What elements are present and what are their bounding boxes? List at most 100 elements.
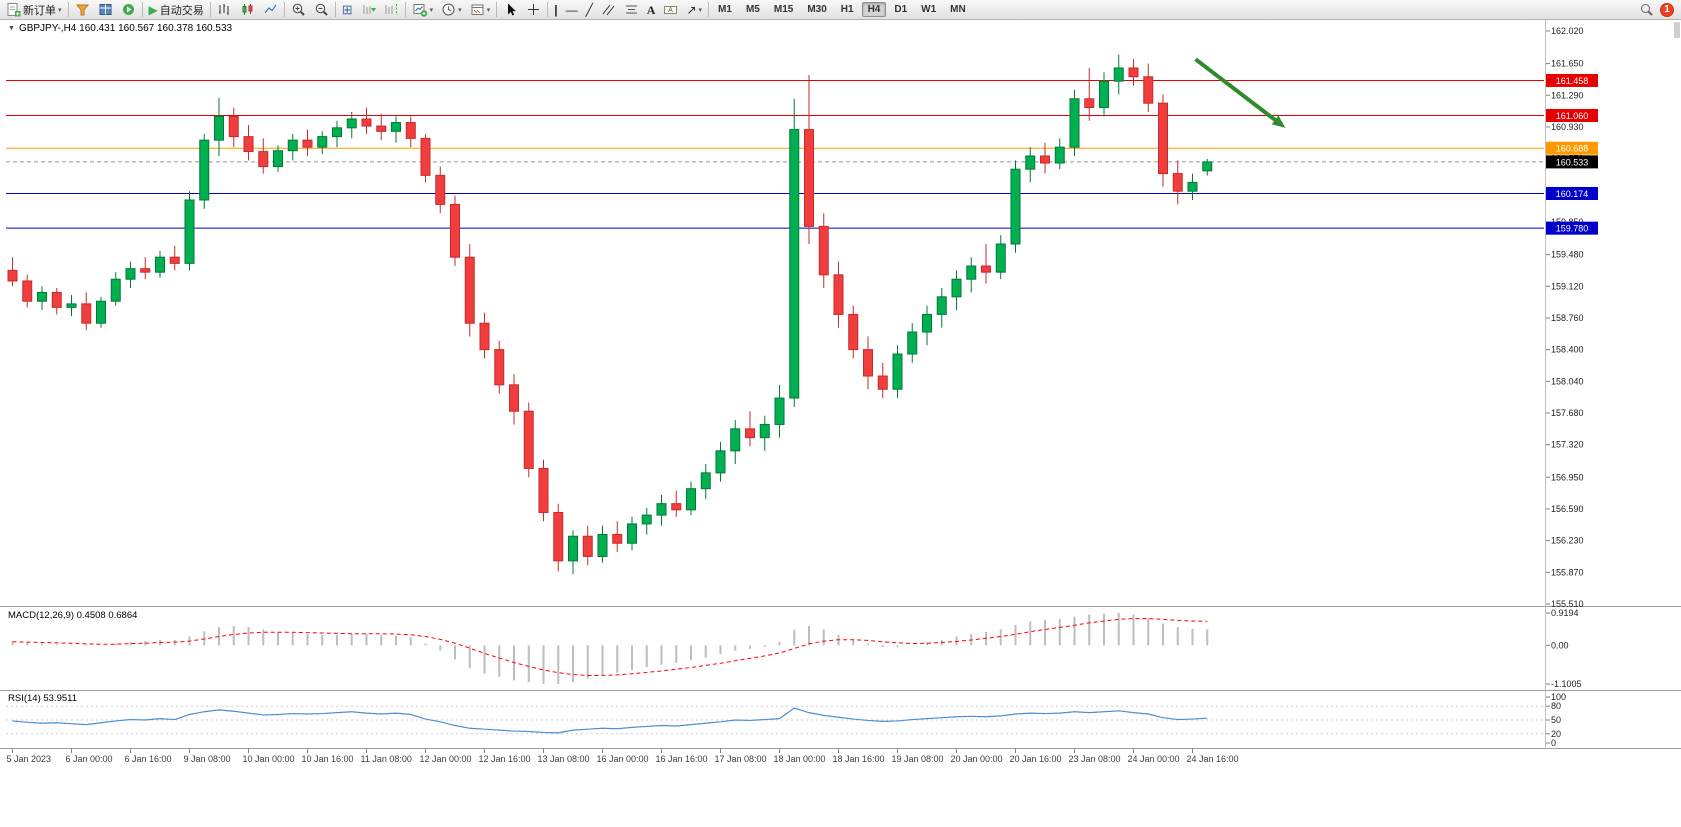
toolbar: 新订单 ▾ ▶ 自动交易 bbox=[0, 0, 1681, 20]
svg-text:17 Jan 08:00: 17 Jan 08:00 bbox=[715, 754, 767, 764]
toolbar-right-group: 1 bbox=[1639, 2, 1679, 17]
svg-text:-1.1005: -1.1005 bbox=[1551, 679, 1582, 689]
svg-text:157.320: 157.320 bbox=[1551, 440, 1584, 450]
chevron-down-icon: ▾ bbox=[458, 6, 462, 14]
horizontal-line-icon: — bbox=[565, 2, 578, 17]
svg-text:6 Jan 16:00: 6 Jan 16:00 bbox=[125, 754, 172, 764]
cursor-button[interactable] bbox=[499, 1, 522, 19]
timeframe-m15-button[interactable]: M15 bbox=[773, 4, 794, 15]
svg-text:155.510: 155.510 bbox=[1551, 599, 1584, 609]
label-icon: A bbox=[664, 6, 678, 14]
fibonacci-button[interactable] bbox=[620, 1, 643, 19]
line-chart-button[interactable] bbox=[259, 1, 282, 19]
timeframe-w1-button[interactable]: W1 bbox=[921, 4, 937, 15]
svg-text:23 Jan 08:00: 23 Jan 08:00 bbox=[1069, 754, 1121, 764]
candlestick-chart-icon bbox=[242, 4, 253, 15]
svg-text:A: A bbox=[669, 7, 674, 14]
channel-button[interactable] bbox=[597, 1, 620, 19]
vertical-line-button[interactable]: | bbox=[550, 1, 561, 19]
svg-text:50: 50 bbox=[1551, 715, 1561, 725]
auto-scroll-button[interactable] bbox=[357, 1, 380, 19]
new-order-button[interactable]: 新订单 ▾ bbox=[2, 1, 66, 19]
svg-text:20 Jan 16:00: 20 Jan 16:00 bbox=[1010, 754, 1062, 764]
zoom-in-button[interactable] bbox=[287, 1, 310, 19]
notification-badge[interactable]: 1 bbox=[1660, 2, 1674, 17]
svg-text:160.930: 160.930 bbox=[1551, 122, 1584, 132]
new-chart-button[interactable]: ▾ bbox=[408, 1, 438, 19]
svg-text:20: 20 bbox=[1551, 729, 1561, 739]
text-icon: A bbox=[646, 2, 656, 17]
toolbar-separator bbox=[209, 2, 211, 17]
svg-text:155.870: 155.870 bbox=[1551, 567, 1584, 577]
chevron-down-icon: ▾ bbox=[58, 6, 62, 14]
candlestick-chart-button[interactable] bbox=[236, 1, 259, 19]
auto-trading-button[interactable]: ▶ 自动交易 bbox=[145, 1, 208, 19]
toolbar-separator bbox=[67, 2, 69, 17]
svg-text:159.480: 159.480 bbox=[1551, 250, 1584, 260]
timeframe-mn-button[interactable]: MN bbox=[950, 4, 966, 15]
zoom-in-icon bbox=[292, 3, 305, 16]
timeframe-m30-button[interactable]: M30 bbox=[807, 4, 827, 15]
svg-text:16 Jan 16:00: 16 Jan 16:00 bbox=[656, 754, 708, 764]
svg-text:157.680: 157.680 bbox=[1551, 408, 1584, 418]
trendline-button[interactable]: ╱ bbox=[582, 1, 597, 19]
svg-text:0.00: 0.00 bbox=[1551, 640, 1569, 650]
svg-text:18 Jan 00:00: 18 Jan 00:00 bbox=[774, 754, 826, 764]
bars-chart-button[interactable] bbox=[213, 1, 236, 19]
market-watch-icon bbox=[99, 4, 112, 15]
market-watch-button[interactable] bbox=[94, 1, 117, 19]
zoom-out-button[interactable] bbox=[310, 1, 333, 19]
auto-trading-label: 自动交易 bbox=[159, 4, 204, 17]
text-button[interactable]: A bbox=[643, 1, 660, 19]
grid-icon: ⊞ bbox=[341, 1, 353, 17]
crosshair-icon bbox=[528, 4, 540, 15]
timeframe-h4-button[interactable]: H4 bbox=[861, 2, 887, 17]
svg-text:16 Jan 00:00: 16 Jan 00:00 bbox=[597, 754, 649, 764]
timeframe-m5-button[interactable]: M5 bbox=[745, 4, 760, 15]
svg-text:6 Jan 00:00: 6 Jan 00:00 bbox=[66, 754, 113, 764]
templates-button[interactable]: ▾ bbox=[466, 1, 495, 19]
chevron-down-icon: ▾ bbox=[429, 6, 434, 14]
grid-button[interactable]: ⊞ bbox=[338, 1, 357, 19]
chart-shift-button[interactable] bbox=[380, 1, 403, 19]
label-button[interactable]: A bbox=[659, 1, 682, 19]
toolbar-separator bbox=[708, 2, 710, 17]
template-icon bbox=[471, 4, 484, 15]
arrow-shape-icon: ↗ bbox=[686, 2, 697, 17]
svg-text:159.120: 159.120 bbox=[1551, 281, 1584, 291]
zoom-out-icon bbox=[315, 3, 328, 16]
svg-text:158.040: 158.040 bbox=[1551, 376, 1584, 386]
timeframe-m1-button[interactable]: M1 bbox=[718, 4, 732, 15]
svg-text:160.688: 160.688 bbox=[1556, 144, 1589, 154]
svg-text:0: 0 bbox=[1551, 738, 1556, 748]
svg-text:9 Jan 08:00: 9 Jan 08:00 bbox=[184, 754, 231, 764]
filter-button[interactable] bbox=[71, 1, 94, 19]
play-icon: ▶ bbox=[148, 2, 158, 17]
svg-text:161.458: 161.458 bbox=[1556, 76, 1589, 86]
new-chart-icon bbox=[413, 4, 427, 17]
svg-text:5 Jan 2023: 5 Jan 2023 bbox=[7, 754, 52, 764]
search-icon[interactable] bbox=[1639, 2, 1654, 17]
timeframe-h1-button[interactable]: H1 bbox=[840, 4, 854, 15]
svg-text:20 Jan 00:00: 20 Jan 00:00 bbox=[951, 754, 1003, 764]
svg-text:158.760: 158.760 bbox=[1551, 313, 1584, 323]
horizontal-line-button[interactable]: — bbox=[562, 1, 582, 19]
fibonacci-icon bbox=[625, 5, 637, 14]
svg-text:13 Jan 08:00: 13 Jan 08:00 bbox=[538, 754, 590, 764]
svg-text:161.060: 161.060 bbox=[1556, 111, 1589, 121]
svg-text:161.290: 161.290 bbox=[1551, 90, 1584, 100]
shapes-button[interactable]: ↗ ▾ bbox=[682, 1, 706, 19]
timeframe-d1-button[interactable]: D1 bbox=[894, 4, 908, 15]
clock-icon bbox=[442, 3, 455, 16]
periods-button[interactable]: ▾ bbox=[437, 1, 466, 19]
funnel-icon bbox=[75, 4, 89, 16]
toolbar-separator bbox=[334, 2, 336, 17]
channel-icon bbox=[602, 4, 615, 16]
svg-text:18 Jan 16:00: 18 Jan 16:00 bbox=[833, 754, 885, 764]
toolbar-separator bbox=[283, 2, 285, 17]
svg-text:156.950: 156.950 bbox=[1551, 472, 1584, 482]
crosshair-button[interactable] bbox=[522, 1, 545, 19]
refresh-button[interactable] bbox=[117, 1, 140, 19]
